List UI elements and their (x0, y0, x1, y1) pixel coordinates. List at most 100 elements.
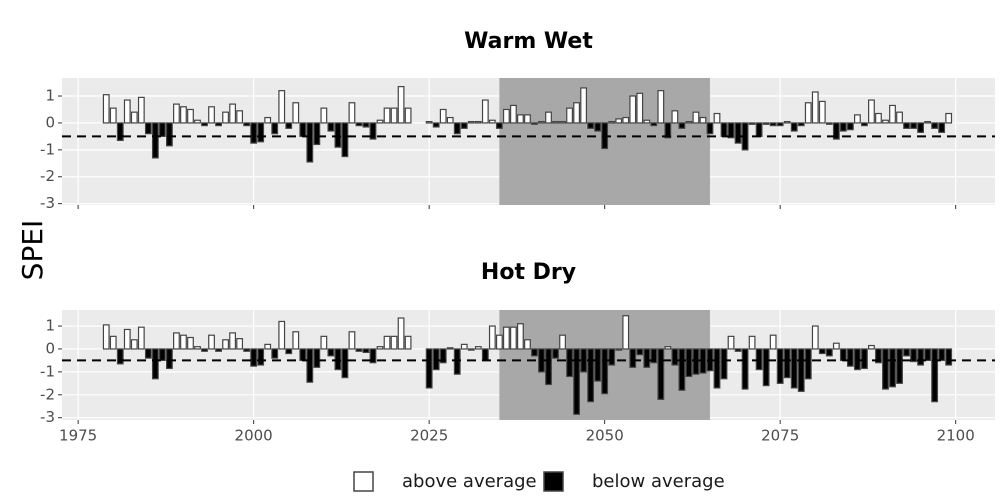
bar (173, 332, 180, 350)
bar (432, 122, 440, 128)
bar (467, 348, 475, 351)
bar (137, 96, 145, 124)
bar (917, 122, 924, 133)
bar (390, 107, 398, 124)
bar (432, 348, 440, 371)
bar (151, 122, 159, 159)
bar (650, 122, 658, 127)
bar (180, 334, 187, 350)
bar (187, 108, 194, 124)
bar (748, 122, 756, 125)
bar (509, 104, 517, 124)
bar (341, 122, 349, 158)
bar (587, 122, 595, 129)
bar (376, 119, 384, 124)
bar (180, 106, 187, 124)
bar (608, 348, 616, 366)
bar (341, 348, 349, 379)
bar (327, 122, 335, 132)
bar (495, 122, 503, 129)
bar (601, 348, 609, 395)
bar (678, 348, 686, 391)
bar (474, 346, 482, 350)
bar (594, 348, 602, 382)
bar (580, 348, 588, 373)
bar (222, 111, 229, 124)
bar (769, 334, 777, 350)
bar (868, 99, 875, 124)
bar (208, 106, 215, 124)
bar (102, 94, 110, 124)
bar (545, 111, 552, 124)
y-tick-label: 1 (45, 87, 55, 105)
y-tick-label: -2 (40, 167, 55, 185)
bar (566, 348, 573, 378)
bar (320, 107, 328, 124)
bar (531, 348, 538, 357)
bar (264, 343, 272, 350)
bar (573, 102, 580, 124)
bar (797, 348, 805, 392)
bar (264, 116, 272, 124)
bar (938, 122, 946, 133)
y-axis-label: SPEI (16, 220, 49, 281)
bar (868, 344, 875, 350)
bar (425, 348, 433, 389)
bar (222, 339, 229, 350)
bar (509, 326, 517, 350)
bar (587, 348, 595, 403)
bar (348, 102, 356, 124)
bar (938, 348, 946, 362)
bar (924, 120, 932, 124)
bar (123, 328, 131, 350)
bar (348, 331, 356, 350)
bar (517, 323, 524, 350)
bar (839, 348, 847, 362)
bar (425, 120, 433, 124)
bar (439, 348, 447, 364)
bar (397, 317, 405, 350)
bar (194, 346, 201, 350)
bar (194, 119, 201, 124)
bar (629, 95, 637, 124)
bar (615, 118, 623, 124)
bar (853, 348, 861, 371)
bar (285, 122, 293, 129)
legend-label: above average (402, 471, 537, 492)
x-tick-label: 2025 (410, 427, 448, 445)
bar (166, 122, 173, 147)
bar (875, 112, 882, 124)
bar (481, 348, 489, 362)
bar (299, 122, 307, 137)
x-tick-label: 2050 (586, 427, 624, 445)
bar (910, 122, 917, 129)
bar (846, 122, 854, 131)
bar (236, 110, 244, 124)
bar (390, 335, 398, 350)
bar (229, 332, 237, 350)
bar (397, 86, 405, 124)
bar (713, 348, 721, 389)
bar (292, 331, 300, 350)
bar (783, 348, 791, 379)
bar (116, 348, 124, 365)
bar (875, 348, 882, 364)
bar (158, 122, 166, 137)
bar (474, 120, 482, 124)
bar (467, 120, 475, 124)
bar (825, 122, 833, 125)
bar (320, 335, 328, 350)
bar (545, 348, 552, 386)
bar (243, 348, 251, 352)
bar (650, 348, 658, 364)
bar (292, 102, 300, 124)
y-tick-label: 1 (45, 317, 55, 335)
bar (109, 335, 117, 350)
bar (931, 348, 939, 403)
bar (762, 122, 770, 125)
bar (453, 122, 461, 135)
bar (896, 348, 903, 384)
bar (109, 107, 117, 124)
bar (790, 122, 798, 132)
